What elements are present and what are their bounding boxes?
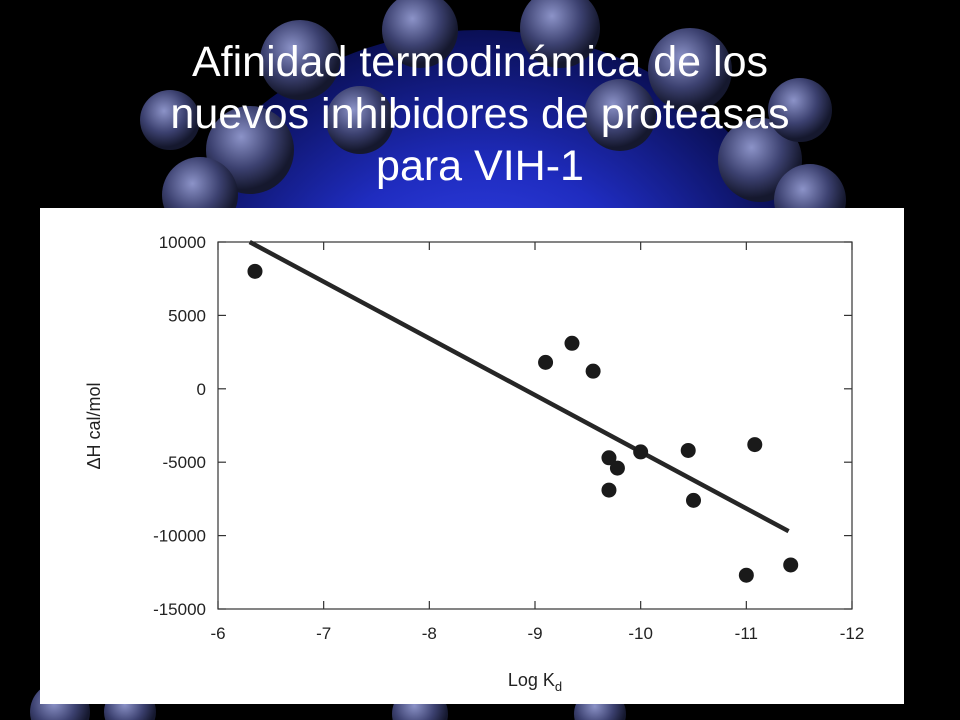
data-point xyxy=(601,482,617,498)
y-tick-label: 5000 xyxy=(168,306,206,325)
data-point xyxy=(564,335,580,351)
y-tick-label: -15000 xyxy=(153,600,206,619)
y-tick-label: -5000 xyxy=(163,453,206,472)
x-tick-label: -8 xyxy=(422,624,437,643)
data-point xyxy=(686,492,701,508)
slide-title-line-2: nuevos inhibidores de proteasas xyxy=(170,90,790,138)
x-axis-label: Log Kd xyxy=(508,670,562,694)
y-tick-label: 0 xyxy=(197,380,206,399)
x-tick-label: -10 xyxy=(628,624,653,643)
x-axis-label-subscript: d xyxy=(555,679,562,694)
data-point xyxy=(609,460,625,476)
data-point xyxy=(680,442,696,458)
data-point xyxy=(538,354,554,370)
plot-frame xyxy=(217,241,853,610)
data-points xyxy=(247,263,799,583)
slide-title: Afinidad termodinámica de los nuevos inh… xyxy=(80,36,880,192)
x-tick-label: -9 xyxy=(527,624,542,643)
regression-line xyxy=(248,240,790,534)
data-point xyxy=(247,263,263,279)
slide-title-line-3: para VIH-1 xyxy=(376,142,584,190)
data-point xyxy=(738,567,754,583)
x-tick-label: -7 xyxy=(316,624,331,643)
x-tick-label: -6 xyxy=(210,624,225,643)
y-axis-label: ΔH cal/mol xyxy=(84,382,104,469)
slide-title-line-1: Afinidad termodinámica de los xyxy=(191,38,769,86)
chart-panel: 10000 5000 0 -5000 -10000 -15000 -6 -7 -8 -9 -10-… xyxy=(40,208,904,704)
y-tick-label: -10000 xyxy=(153,527,206,546)
data-point xyxy=(585,363,601,379)
y-axis: 10000 5000 0 -5000 -10000 -15000 xyxy=(153,233,852,619)
data-point xyxy=(601,450,617,466)
data-point xyxy=(747,437,763,453)
x-tick-label: -12 xyxy=(840,624,865,643)
y-tick-label: 10000 xyxy=(159,233,206,252)
x-axis-label-main: Log K xyxy=(508,670,555,690)
fit-line-layer xyxy=(248,240,790,534)
data-point xyxy=(633,444,649,460)
x-tick-label: -11 xyxy=(735,624,758,643)
x-axis: -6 -7 -8 -9 -10 -11 -12 xyxy=(210,242,864,643)
data-point xyxy=(783,557,799,573)
